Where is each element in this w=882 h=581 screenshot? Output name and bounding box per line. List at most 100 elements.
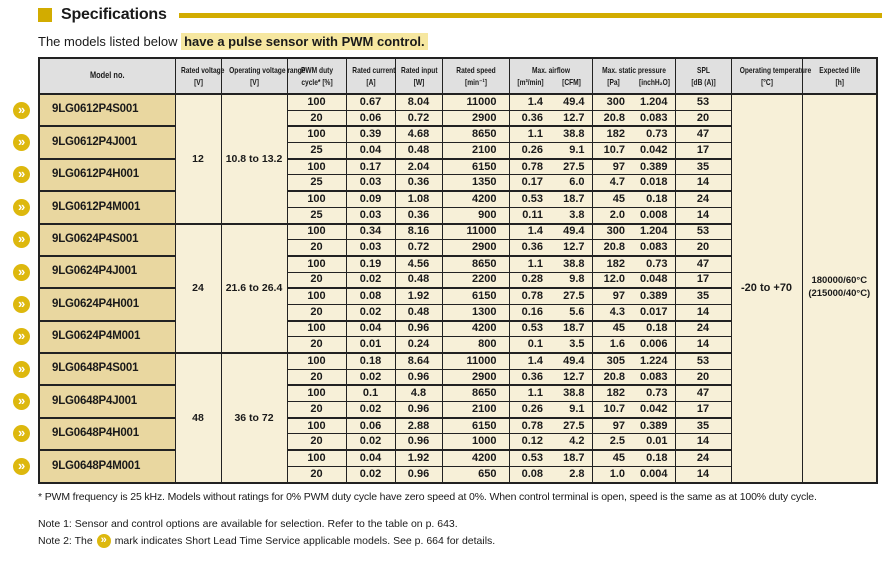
cell-pressure-pa: 20.8 [591, 368, 633, 386]
gold-rule [178, 12, 882, 18]
cell-rated-current: 0.04 [345, 449, 396, 467]
expected-life-line2: (215000/40°C) [808, 288, 871, 300]
cell-spl: 53 [674, 351, 732, 370]
cell-rated-speed: 4200 [441, 319, 510, 338]
cell-rated-input: 4.56 [394, 254, 443, 273]
cell-pressure-pa: 97 [591, 157, 633, 176]
cell-rated-input: 1.08 [394, 190, 443, 208]
cell-rated-current: 0.02 [345, 368, 396, 386]
model-cell: » 9LG0648P4S001 [13, 351, 176, 386]
cell-airflow-m3min: 0.11 [508, 206, 550, 225]
note-1: Note 1: Sensor and control options are a… [38, 517, 458, 530]
cell-pwm-duty: 20 [286, 109, 347, 127]
cell-pressure-pa: 10.7 [591, 142, 633, 160]
cell-pressure-pa: 20.8 [591, 239, 633, 257]
cell-airflow-m3min: 0.26 [508, 401, 550, 419]
cell-rated-input: 8.16 [394, 222, 443, 241]
cell-rated-current: 0.06 [345, 109, 396, 127]
cell-pressure-pa: 2.0 [591, 206, 633, 225]
cell-airflow-m3min: 0.53 [508, 319, 550, 338]
cell-pressure-pa: 182 [591, 254, 633, 273]
cell-spl: 35 [674, 287, 732, 305]
table-row: » 9LG0648P4H001 100 0.06 2.88 6150 0.78 27.5 97 0… [13, 416, 877, 451]
cell-airflow-cfm: 9.1 [550, 142, 593, 160]
cell-pressure-inchh2o: 1.204 [632, 93, 676, 111]
cell-pwm-duty: 100 [286, 416, 347, 435]
model-cell: » 9LG0624P4H001 [13, 287, 176, 322]
cell-rated-input: 0.24 [394, 336, 443, 354]
cell-rated-speed: 2900 [441, 239, 510, 257]
cell-rated-current: 0.03 [345, 239, 396, 257]
col-header-expected-life: Expected life [h] [801, 57, 878, 95]
cell-airflow-m3min: 1.1 [508, 384, 550, 403]
table-row: 20 0.02 0.96 2900 0.36 12.7 20.8 0.083 20 [39, 368, 877, 386]
cell-pressure-pa: 45 [591, 449, 633, 467]
cell-spl: 24 [674, 319, 732, 338]
cell-spl: 24 [674, 449, 732, 467]
page-title: Specifications [61, 6, 167, 23]
voltage-range-cell: 21.6 to 26.4 [220, 222, 288, 354]
cell-airflow-cfm: 9.8 [550, 271, 593, 289]
col-header-max-airflow: Max. airflow [m³/min] [CFM] [508, 57, 593, 95]
cell-airflow-m3min: 1.4 [508, 351, 550, 370]
cell-pwm-duty: 25 [286, 142, 347, 160]
cell-rated-input: 0.48 [394, 142, 443, 160]
cell-rated-speed: 1000 [441, 433, 510, 451]
model-number: 9LG0612P4S001 [52, 103, 139, 116]
model-number: 9LG0612P4H001 [52, 168, 139, 181]
col-header-voltage-range: Operating voltage range [V] [220, 57, 305, 95]
cell-rated-input: 1.92 [394, 449, 443, 467]
cell-rated-input: 8.64 [394, 351, 443, 370]
cell-pwm-duty: 20 [286, 336, 347, 354]
cell-rated-speed: 2200 [441, 271, 510, 289]
cell-spl: 35 [674, 416, 732, 435]
cell-rated-current: 0.01 [345, 336, 396, 354]
cell-rated-speed: 8650 [441, 254, 510, 273]
table-row: 20 0.02 0.96 1000 0.12 4.2 2.5 0.01 14 [39, 433, 877, 451]
cell-rated-input: 2.04 [394, 157, 443, 176]
cell-rated-current: 0.04 [345, 319, 396, 338]
cell-airflow-cfm: 12.7 [550, 109, 593, 127]
cell-pressure-pa: 300 [591, 222, 633, 241]
cell-pressure-pa: 97 [591, 287, 633, 305]
cell-pressure-pa: 300 [591, 93, 633, 111]
cell-airflow-cfm: 3.8 [550, 206, 593, 225]
table-row: 20 0.03 0.72 2900 0.36 12.7 20.8 0.083 20 [39, 239, 877, 257]
cell-pwm-duty: 100 [286, 287, 347, 305]
cell-rated-speed: 2100 [441, 401, 510, 419]
cell-pressure-inchh2o: 0.042 [632, 142, 676, 160]
spec-sheet-page: Specifications The models listed below h… [13, 6, 882, 548]
table-row: 25 0.03 0.36 1350 0.17 6.0 4.7 0.018 14 [39, 174, 877, 192]
cell-airflow-m3min: 0.78 [508, 157, 550, 176]
cell-rated-input: 1.92 [394, 287, 443, 305]
cell-rated-speed: 11000 [441, 222, 510, 241]
cell-pressure-inchh2o: 0.042 [632, 401, 676, 419]
cell-pressure-inchh2o: 0.083 [632, 239, 676, 257]
cell-pwm-duty: 100 [286, 384, 347, 403]
cell-pressure-inchh2o: 0.389 [632, 157, 676, 176]
table-row: » 9LG0648P4S001 48 36 to 72 100 0.18 8.64 11000… [13, 351, 877, 483]
voltage-range-cell: 10.8 to 13.2 [220, 93, 288, 224]
rated-voltage-cell: 12 [174, 93, 222, 224]
cell-airflow-m3min: 0.08 [508, 465, 550, 484]
cell-airflow-cfm: 12.7 [550, 239, 593, 257]
cell-pressure-inchh2o: 0.389 [632, 416, 676, 435]
cell-pwm-duty: 25 [286, 174, 347, 192]
note-2: Note 2: The » mark indicates Short Lead … [38, 533, 882, 548]
cell-airflow-m3min: 0.78 [508, 416, 550, 435]
cell-pressure-pa: 1.6 [591, 336, 633, 354]
cell-pwm-duty: 100 [286, 125, 347, 144]
cell-pressure-pa: 305 [591, 351, 633, 370]
table-row: » 9LG0648P4M001 100 0.04 1.92 4200 0.53 18.7 45 0… [13, 449, 877, 484]
model-cell: » 9LG0612P4S001 [13, 93, 176, 127]
cell-rated-current: 0.1 [345, 384, 396, 403]
short-lead-time-icon: » [13, 328, 30, 346]
cell-rated-speed: 8650 [441, 125, 510, 144]
table-header: Model no. Rated voltage [V] Operating vol… [38, 57, 878, 95]
cell-spl: 47 [674, 254, 732, 273]
model-cell: » 9LG0648P4M001 [13, 449, 176, 484]
cell-rated-speed: 800 [441, 336, 510, 354]
cell-rated-input: 0.48 [394, 303, 443, 322]
cell-rated-speed: 2900 [441, 109, 510, 127]
cell-rated-speed: 6150 [441, 416, 510, 435]
